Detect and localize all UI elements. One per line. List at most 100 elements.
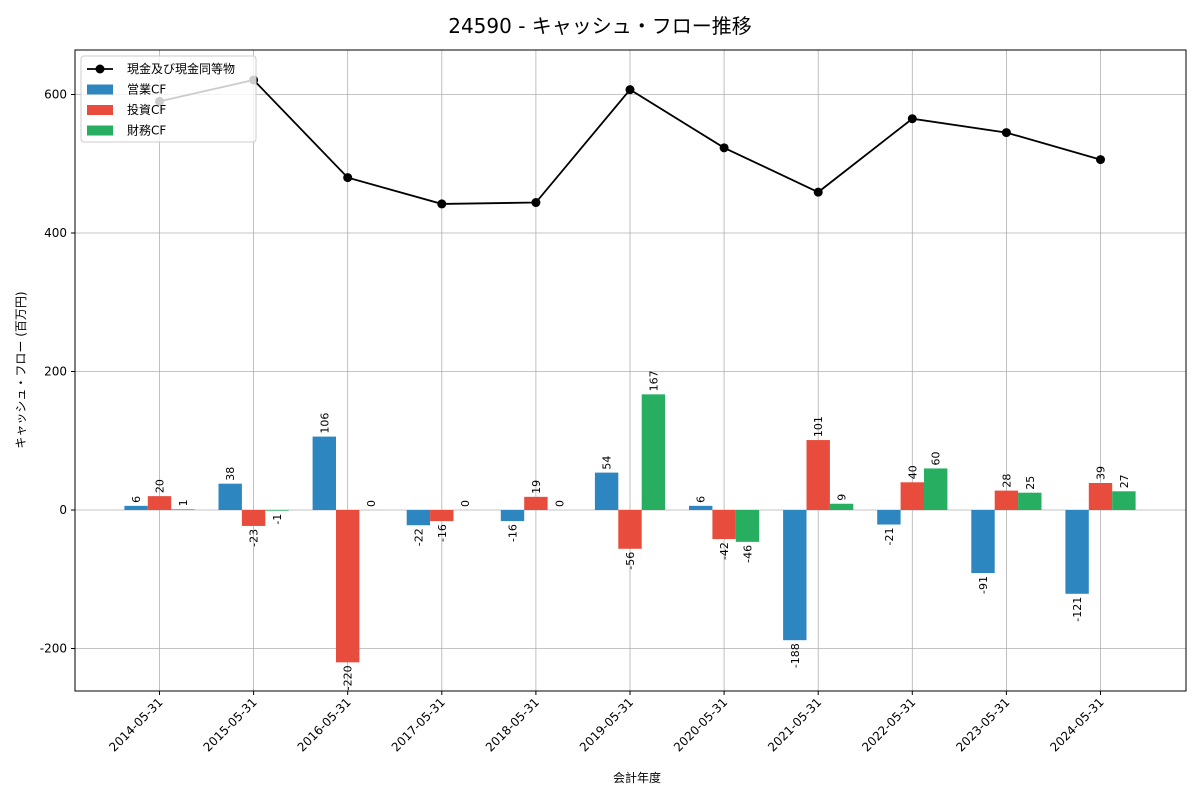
data-labels: 6 38 106 -22 -16 54 6 -188 -21 -91 -121 20 -23 -220 -1… bbox=[130, 370, 1131, 690]
data-label: -42 bbox=[718, 542, 731, 560]
data-label: 19 bbox=[530, 480, 543, 494]
data-label: -220 bbox=[342, 665, 355, 690]
x-tick-label: 2016-05-31 bbox=[295, 695, 354, 754]
data-label: 27 bbox=[1118, 474, 1131, 488]
bar-財務CF bbox=[641, 394, 666, 510]
bar-投資CF bbox=[147, 496, 172, 510]
bar-投資CF bbox=[241, 510, 266, 526]
bar-営業CF bbox=[877, 510, 901, 525]
data-label: 101 bbox=[812, 416, 825, 437]
x-tick-label: 2019-05-31 bbox=[577, 695, 636, 754]
bar-営業CF bbox=[1065, 510, 1089, 594]
bar-営業CF bbox=[218, 483, 242, 510]
bars bbox=[124, 394, 1136, 663]
bar-営業CF bbox=[594, 472, 619, 510]
data-label: 167 bbox=[647, 370, 660, 391]
x-tick-label: 2015-05-31 bbox=[201, 695, 260, 754]
x-tick-label: 2017-05-31 bbox=[389, 695, 448, 754]
legend-label: 投資CF bbox=[127, 102, 166, 117]
data-label: 39 bbox=[1095, 466, 1108, 480]
x-tick-label: 2021-05-31 bbox=[765, 695, 824, 754]
data-label: 1 bbox=[177, 499, 190, 506]
data-label: -91 bbox=[977, 576, 990, 594]
bar-投資CF bbox=[712, 510, 736, 540]
x-tick-label: 2018-05-31 bbox=[483, 695, 542, 754]
legend-bar-swatch bbox=[87, 84, 113, 95]
cash-line-point bbox=[1096, 155, 1105, 165]
y-tick-label: 200 bbox=[44, 365, 67, 379]
bar-投資CF bbox=[336, 510, 360, 663]
bar-財務CF bbox=[265, 510, 289, 511]
x-tick-label: 2014-05-31 bbox=[106, 695, 165, 754]
x-tick-label: 2023-05-31 bbox=[953, 695, 1012, 754]
data-label: -23 bbox=[248, 529, 261, 547]
data-label: 0 bbox=[459, 500, 472, 507]
data-label: -56 bbox=[624, 552, 637, 570]
data-label: 60 bbox=[930, 451, 943, 465]
y-tick-label: 600 bbox=[44, 88, 67, 102]
bar-営業CF bbox=[689, 505, 713, 510]
bar-財務CF bbox=[924, 468, 948, 510]
x-tick-label: 2020-05-31 bbox=[671, 695, 730, 754]
bar-営業CF bbox=[783, 510, 807, 641]
bar-営業CF bbox=[312, 436, 336, 510]
data-label: -21 bbox=[883, 528, 896, 546]
cash-line-point bbox=[907, 114, 917, 124]
data-label: 20 bbox=[154, 479, 167, 493]
data-label: -16 bbox=[507, 524, 520, 542]
legend-label: 現金及び現金同等物 bbox=[127, 61, 235, 76]
y-axis-ticks: -200 0 200 400 600 bbox=[40, 88, 75, 656]
x-tick-label: 2022-05-31 bbox=[859, 695, 918, 754]
data-label: -188 bbox=[789, 643, 802, 668]
bar-財務CF bbox=[171, 509, 195, 510]
cash-line-point bbox=[1001, 128, 1011, 138]
legend-box bbox=[80, 55, 257, 143]
cash-line-point bbox=[343, 173, 353, 183]
x-tick-label: 2024-05-31 bbox=[1047, 695, 1106, 754]
bar-投資CF bbox=[994, 490, 1019, 510]
bar-営業CF bbox=[971, 510, 995, 574]
bar-投資CF bbox=[806, 440, 830, 510]
cash-line-point bbox=[813, 187, 823, 197]
data-label: -16 bbox=[436, 524, 449, 542]
legend-bar-swatch bbox=[87, 125, 113, 136]
legend-line-marker bbox=[95, 64, 105, 74]
data-label: 54 bbox=[601, 456, 614, 470]
chart-title: 24590 - キャッシュ・フロー推移 bbox=[448, 14, 752, 38]
cash-line-point bbox=[531, 198, 541, 208]
bar-財務CF bbox=[735, 510, 760, 542]
data-label: -46 bbox=[742, 545, 755, 563]
bar-投資CF bbox=[618, 510, 642, 549]
data-label: 25 bbox=[1024, 476, 1037, 490]
data-label: 28 bbox=[1000, 474, 1013, 488]
data-label: 40 bbox=[906, 465, 919, 479]
bar-投資CF bbox=[1088, 482, 1113, 510]
x-axis-ticks: 2014-05-31 2015-05-31 2016-05-31 2017-05-31… bbox=[106, 691, 1107, 754]
data-label: 106 bbox=[318, 413, 331, 434]
data-label: 6 bbox=[130, 496, 143, 503]
bar-営業CF bbox=[406, 510, 431, 526]
data-label: -121 bbox=[1071, 597, 1084, 622]
bar-投資CF bbox=[430, 510, 454, 522]
y-axis-label: キャッシュ・フロー (百万円) bbox=[14, 291, 28, 448]
cash-line-point bbox=[719, 143, 729, 153]
legend-label: 財務CF bbox=[127, 123, 166, 138]
data-label: 0 bbox=[365, 500, 378, 507]
bar-財務CF bbox=[1112, 491, 1136, 510]
legend-bar-swatch bbox=[87, 105, 113, 115]
data-label: 0 bbox=[553, 500, 566, 507]
bar-営業CF bbox=[124, 505, 148, 510]
bar-営業CF bbox=[500, 510, 525, 522]
legend-label: 営業CF bbox=[127, 83, 166, 97]
data-label: 6 bbox=[695, 496, 708, 503]
data-label: 38 bbox=[224, 467, 237, 481]
bar-投資CF bbox=[524, 496, 548, 510]
plot-frame bbox=[74, 49, 1187, 692]
grid bbox=[75, 50, 1186, 691]
y-tick-label: 0 bbox=[59, 503, 67, 517]
cash-line-point bbox=[625, 85, 635, 95]
bar-投資CF bbox=[900, 482, 924, 510]
data-label: 9 bbox=[836, 494, 849, 501]
